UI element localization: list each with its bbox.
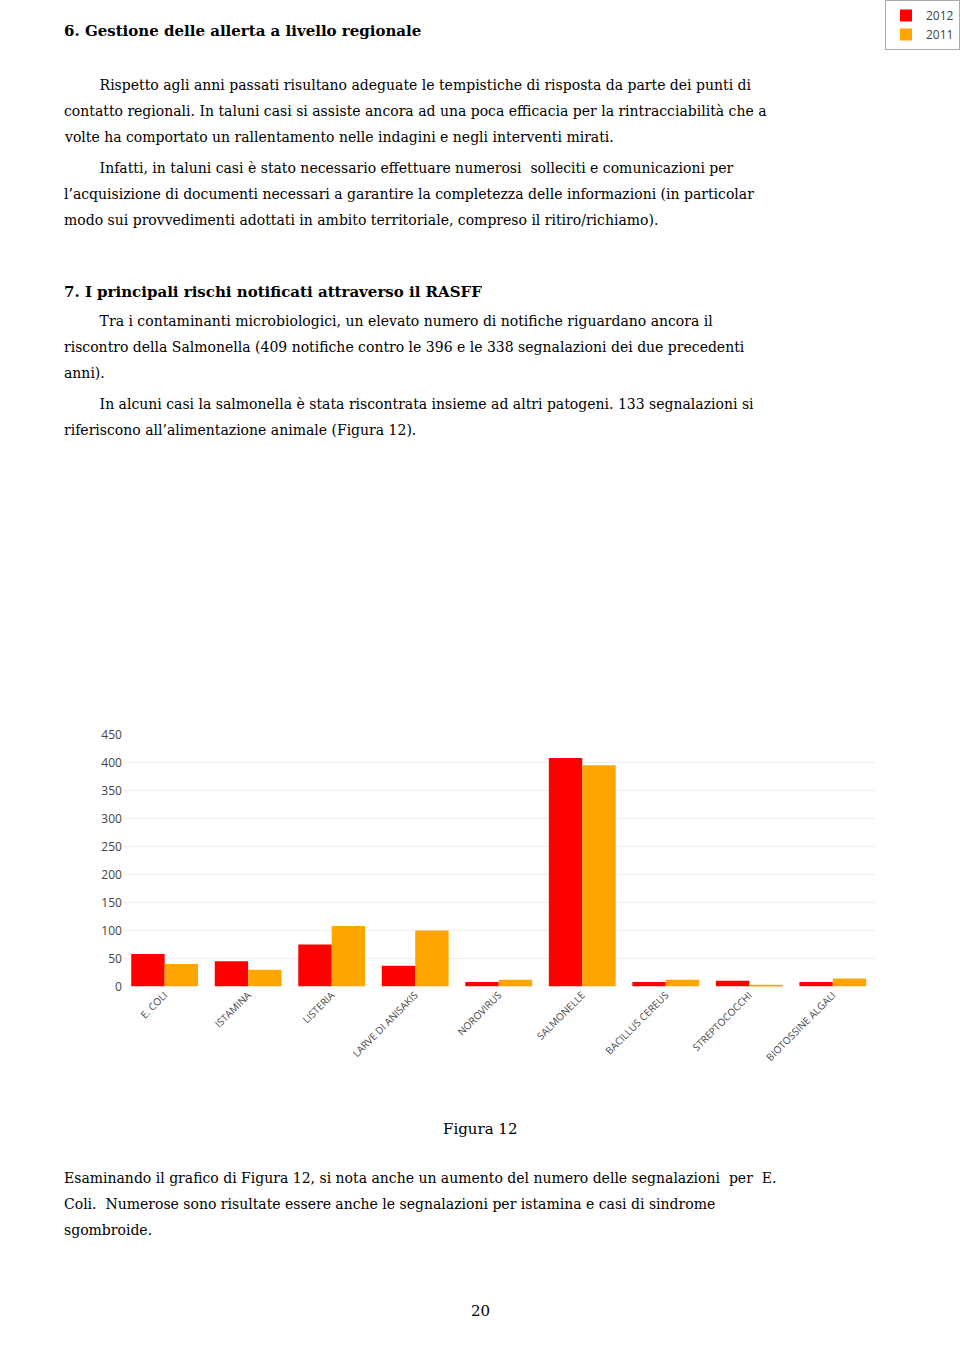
svg-text:Rispetto agli anni passati ris: Rispetto agli anni passati risultano ade… [64, 77, 752, 93]
svg-text:2012: 2012 [926, 7, 954, 24]
svg-text:l’acquisizione di documenti ne: l’acquisizione di documenti necessari a … [64, 186, 754, 202]
svg-text:7. I principali rischi notific: 7. I principali rischi notificati attrav… [64, 283, 482, 301]
svg-text:BACILLUS CEREUS: BACILLUS CEREUS [602, 988, 671, 1057]
svg-text:sgombroide.: sgombroide. [64, 1222, 152, 1238]
svg-text:E. COLI: E. COLI [137, 988, 170, 1021]
svg-text:riferiscono all’alimentazione: riferiscono all’alimentazione animale (F… [64, 422, 416, 438]
svg-text:Infatti, in taluni casi è stat: Infatti, in taluni casi è stato necessar… [64, 160, 734, 176]
svg-text:volte ha comportato un rallent: volte ha comportato un rallentamento nel… [64, 129, 614, 145]
svg-text:50: 50 [108, 950, 122, 967]
svg-text:350: 350 [101, 782, 122, 799]
svg-text:200: 200 [101, 866, 122, 883]
svg-text:150: 150 [101, 894, 122, 911]
svg-text:0: 0 [115, 978, 122, 995]
svg-text:Figura 12: Figura 12 [443, 1120, 517, 1138]
svg-text:contatto regionali. In taluni: contatto regionali. In taluni casi si as… [64, 103, 767, 119]
svg-text:250: 250 [101, 838, 122, 855]
svg-text:LISTERIA: LISTERIA [299, 988, 338, 1027]
svg-text:100: 100 [101, 922, 122, 939]
svg-text:ISTAMINA: ISTAMINA [212, 988, 255, 1031]
svg-text:400: 400 [101, 754, 122, 771]
svg-text:300: 300 [101, 810, 122, 827]
svg-text:BIOTOSSINE ALGALI: BIOTOSSINE ALGALI [763, 988, 839, 1064]
svg-text:SALMONELLE: SALMONELLE [534, 988, 588, 1042]
svg-text:Coli. Numerose sono risultate: Coli. Numerose sono risultate essere anc… [64, 1196, 715, 1212]
svg-text:riscontro della Salmonella (40: riscontro della Salmonella (409 notifich… [64, 339, 745, 355]
svg-text:In alcuni casi la salmonella è: In alcuni casi la salmonella è stata ris… [64, 396, 754, 412]
svg-text:STREPTOCOCCHI: STREPTOCOCCHI [689, 988, 755, 1054]
svg-text:LARVE DI ANISAKIS: LARVE DI ANISAKIS [349, 988, 421, 1060]
svg-text:modo sui provvedimenti adottat: modo sui provvedimenti adottati in ambit… [64, 212, 658, 228]
svg-text:2011: 2011 [926, 26, 953, 43]
svg-text:NOROVIRUS: NOROVIRUS [454, 988, 504, 1038]
svg-text:450: 450 [101, 726, 122, 743]
svg-text:20: 20 [471, 1302, 490, 1320]
svg-text:anni).: anni). [64, 365, 105, 381]
svg-text:Tra i contaminanti microbiolog: Tra i contaminanti microbiologici, un el… [64, 313, 713, 329]
svg-text:6. Gestione delle allerta a li: 6. Gestione delle allerta a livello regi… [64, 22, 421, 40]
svg-text:Esaminando il grafico di Figur: Esaminando il grafico di Figura 12, si n… [64, 1170, 776, 1186]
